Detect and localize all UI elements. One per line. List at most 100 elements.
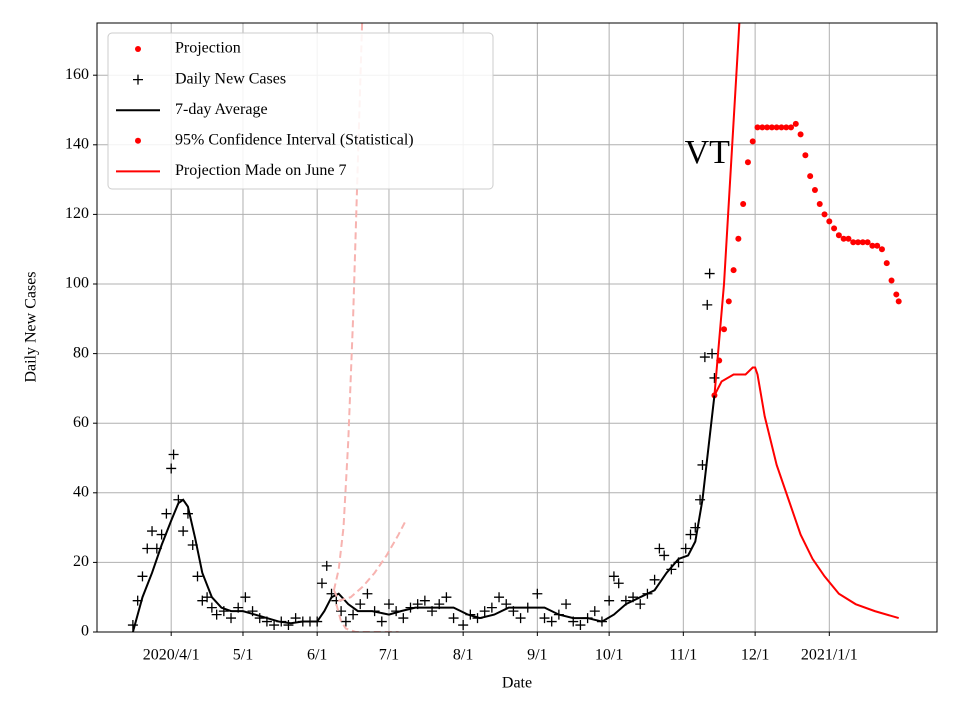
case-marker	[240, 592, 251, 603]
case-marker	[613, 578, 624, 589]
x-tick-label: 10/1	[595, 647, 623, 664]
y-tick-label: 60	[73, 414, 89, 431]
legend-marker	[133, 74, 143, 85]
projection-point	[883, 260, 890, 267]
projection-point	[888, 277, 895, 284]
projection-point	[778, 124, 785, 131]
x-tick-label: 6/1	[307, 647, 327, 664]
case-marker	[709, 372, 720, 383]
case-marker	[336, 606, 347, 617]
series-line	[335, 603, 399, 632]
projection-point	[735, 235, 742, 242]
projection-point	[864, 239, 871, 246]
case-marker	[348, 609, 359, 620]
legend-box	[107, 32, 494, 190]
y-tick-label: 0	[81, 623, 89, 640]
case-marker	[321, 560, 332, 571]
case-marker	[147, 526, 158, 537]
case-marker	[494, 592, 505, 603]
x-tick-label: 2020/4/1	[143, 647, 200, 664]
legend-label: Projection	[175, 40, 241, 57]
y-axis-label: Daily New Cases	[23, 271, 40, 382]
case-marker	[486, 602, 497, 613]
case-marker	[479, 606, 490, 617]
projection-point	[749, 138, 756, 145]
case-marker	[376, 616, 387, 627]
legend-label: 95% Confidence Interval (Statistical)	[175, 131, 414, 148]
case-marker	[539, 613, 550, 624]
case-marker	[515, 613, 526, 624]
projection-point	[802, 152, 809, 159]
case-marker	[137, 571, 148, 582]
case-marker	[561, 599, 572, 610]
y-tick-label: 100	[65, 275, 89, 292]
projection-point	[754, 124, 761, 131]
projection-point	[759, 124, 766, 131]
projection-point	[807, 173, 814, 180]
y-tick-label: 120	[65, 205, 89, 222]
case-marker	[269, 620, 280, 631]
case-marker	[202, 592, 213, 603]
case-marker	[166, 463, 177, 474]
projection-point	[721, 326, 728, 333]
projection-point	[797, 131, 804, 138]
annotation: VT	[685, 134, 731, 171]
projection-point	[821, 211, 828, 218]
case-marker	[659, 550, 670, 561]
case-marker	[707, 348, 718, 359]
projection-point	[730, 267, 737, 274]
case-marker	[704, 268, 715, 279]
case-marker	[290, 613, 301, 624]
case-marker	[702, 299, 713, 310]
case-marker	[441, 592, 452, 603]
legend-marker	[135, 46, 141, 52]
x-tick-label: 2021/1/1	[801, 647, 858, 664]
case-marker	[211, 609, 222, 620]
case-marker	[206, 602, 217, 613]
projection-point	[725, 298, 732, 305]
projection-point	[792, 120, 799, 127]
case-marker	[589, 606, 600, 617]
case-marker	[192, 571, 203, 582]
legend: Projection Daily New Cases 7-day Average 95…	[107, 32, 494, 190]
x-tick-label: 11/1	[669, 647, 697, 664]
projection-point	[811, 187, 818, 194]
projection-point	[859, 239, 866, 246]
case-marker	[398, 613, 409, 624]
projection-point	[740, 200, 747, 207]
projection-point	[744, 159, 751, 166]
case-marker	[161, 508, 172, 519]
case-marker	[178, 526, 189, 537]
case-marker	[355, 599, 366, 610]
case-marker	[699, 352, 710, 363]
case-marker	[608, 571, 619, 582]
legend-label: Projection Made on June 7	[175, 162, 347, 179]
case-marker	[340, 616, 351, 627]
projection-point	[826, 218, 833, 225]
projection-point	[835, 232, 842, 239]
series-line	[333, 520, 407, 602]
case-marker	[575, 620, 586, 631]
projection-point	[768, 124, 775, 131]
case-marker	[316, 578, 327, 589]
projection-point	[831, 225, 838, 232]
case-marker	[448, 613, 459, 624]
x-tick-label: 7/1	[379, 647, 399, 664]
projection-point	[874, 242, 881, 249]
series-line	[713, 23, 741, 396]
legend-label: 7-day Average	[175, 101, 268, 118]
case-marker	[383, 599, 394, 610]
axes-frame	[96, 22, 938, 633]
ticks: 0 20 40 60 80 100 120 140 160 2020/4/1 5/1 6/1 7/1 8/…	[65, 66, 858, 664]
projection-point	[895, 298, 902, 305]
x-tick-label: 8/1	[453, 647, 473, 664]
case-marker	[501, 599, 512, 610]
projection-point	[855, 239, 862, 246]
case-marker	[458, 620, 469, 631]
projection-point	[788, 124, 795, 131]
case-marker	[168, 449, 179, 460]
projection-point	[816, 200, 823, 207]
y-tick-label: 40	[73, 483, 89, 500]
legend-marker	[135, 137, 141, 144]
